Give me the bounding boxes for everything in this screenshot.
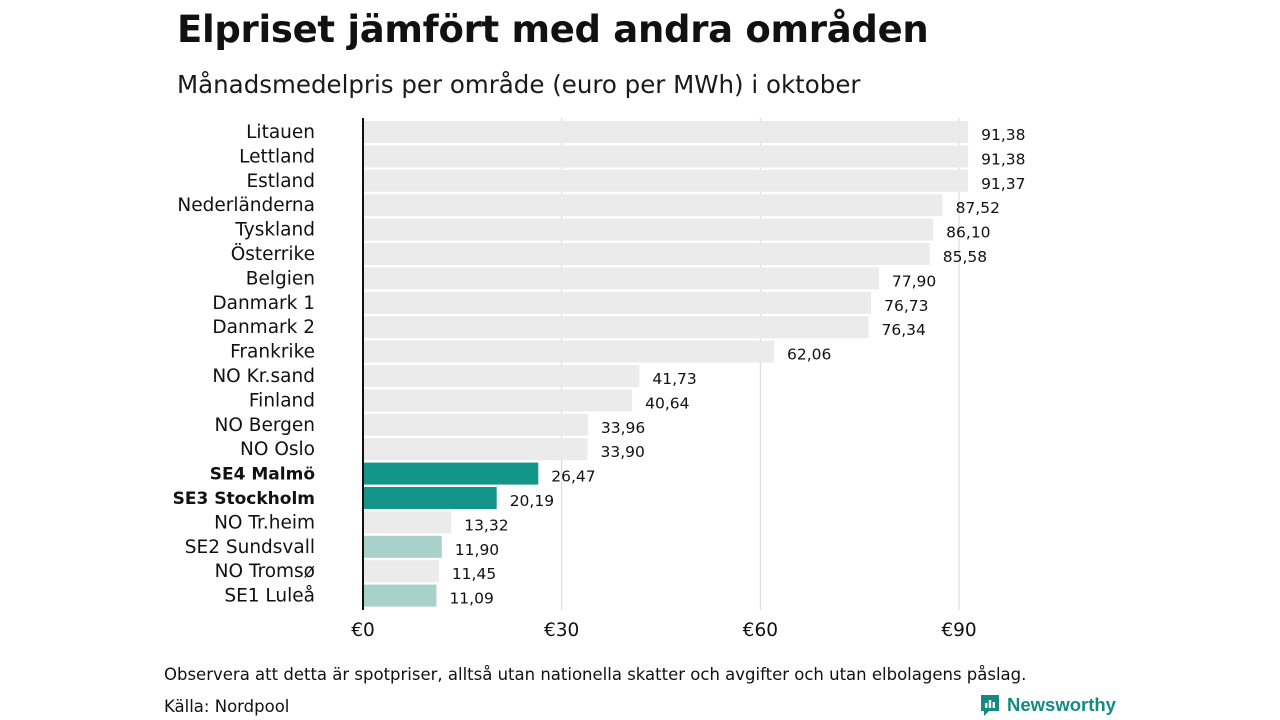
bar [363, 218, 934, 241]
value-label: 13,32 [464, 516, 508, 534]
value-label: 91,37 [981, 175, 1025, 193]
value-label: 11,09 [449, 590, 493, 608]
category-label: Belgien [246, 268, 315, 289]
value-label: 41,73 [652, 370, 696, 388]
source-note: Källa: Nordpool [164, 697, 290, 716]
value-label: 76,73 [884, 297, 928, 315]
category-label: NO Kr.sand [212, 366, 315, 387]
bar [363, 365, 640, 387]
category-label: SE2 Sundsvall [185, 537, 315, 558]
value-label: 87,52 [956, 199, 1000, 217]
value-label: 76,34 [882, 321, 926, 339]
bar [363, 267, 879, 290]
value-labels: 91,38 91,38 91,37 87,52 86,10 85,58 77,90 76,73… [449, 126, 1025, 608]
newsworthy-logo-icon [981, 695, 999, 716]
bars [363, 121, 969, 607]
bar [363, 389, 633, 412]
category-label: SE4 Malmö [210, 465, 315, 485]
x-tick-label: €60 [743, 620, 778, 641]
category-label: SE3 Stockholm [173, 489, 315, 509]
value-label: 33,90 [600, 443, 644, 461]
category-label: Lettland [239, 146, 315, 167]
chart-subtitle: Månadsmedelpris per område (euro per MWh… [177, 70, 861, 99]
bar [363, 413, 588, 436]
category-label: Österrike [231, 243, 315, 265]
category-label: SE1 Luleå [224, 586, 315, 607]
x-tick-label: €30 [544, 620, 579, 641]
value-label: 77,90 [892, 272, 936, 290]
category-label: Danmark 1 [212, 293, 315, 314]
category-label: NO Tr.heim [214, 512, 315, 533]
category-label: NO Bergen [215, 415, 316, 436]
value-label: 86,10 [946, 224, 990, 242]
value-label: 91,38 [981, 126, 1025, 144]
bar [363, 487, 497, 509]
category-label: Danmark 2 [212, 317, 315, 338]
category-label: Litauen [246, 122, 315, 143]
category-label: Frankrike [230, 342, 315, 363]
category-label: Tyskland [234, 220, 315, 241]
value-label: 62,06 [787, 346, 831, 364]
bar [363, 291, 872, 314]
bar [363, 316, 869, 339]
brand-logo[interactable]: Newsworthy [979, 693, 1116, 717]
bar [363, 194, 943, 217]
value-label: 20,19 [510, 492, 554, 510]
value-label: 26,47 [551, 468, 595, 486]
bar [363, 462, 539, 485]
bar [363, 535, 442, 558]
bar [363, 560, 439, 583]
bar-chart: Litauen Lettland Estland Nederländerna Tyskl… [173, 118, 1026, 641]
bar [363, 511, 452, 534]
category-label: NO Oslo [240, 439, 315, 460]
value-label: 11,90 [455, 541, 499, 559]
bar [363, 243, 930, 265]
value-label: 40,64 [645, 394, 689, 412]
bar [363, 340, 774, 363]
bar [363, 121, 969, 143]
bar [363, 145, 969, 168]
footnote: Observera att detta är spotpriser, allts… [164, 665, 1027, 684]
bar [363, 584, 437, 607]
x-tick-label: €0 [351, 620, 375, 641]
chart-title: Elpriset jämfört med andra områden [177, 8, 929, 51]
category-label: Finland [249, 390, 315, 411]
x-tick-label: €90 [941, 620, 976, 641]
category-labels: Litauen Lettland Estland Nederländerna Tyskl… [173, 122, 315, 607]
value-label: 85,58 [943, 248, 987, 266]
brand-name: Newsworthy [1007, 694, 1116, 715]
tick-labels: €0 €30 €60 €90 [351, 620, 976, 641]
category-label: Nederländerna [177, 195, 315, 216]
category-label: NO Tromsø [215, 561, 315, 582]
value-label: 91,38 [981, 150, 1025, 168]
category-label: Estland [246, 171, 315, 192]
bar [363, 438, 588, 461]
value-label: 11,45 [452, 565, 496, 583]
value-label: 33,96 [601, 419, 645, 437]
bar [363, 169, 969, 192]
